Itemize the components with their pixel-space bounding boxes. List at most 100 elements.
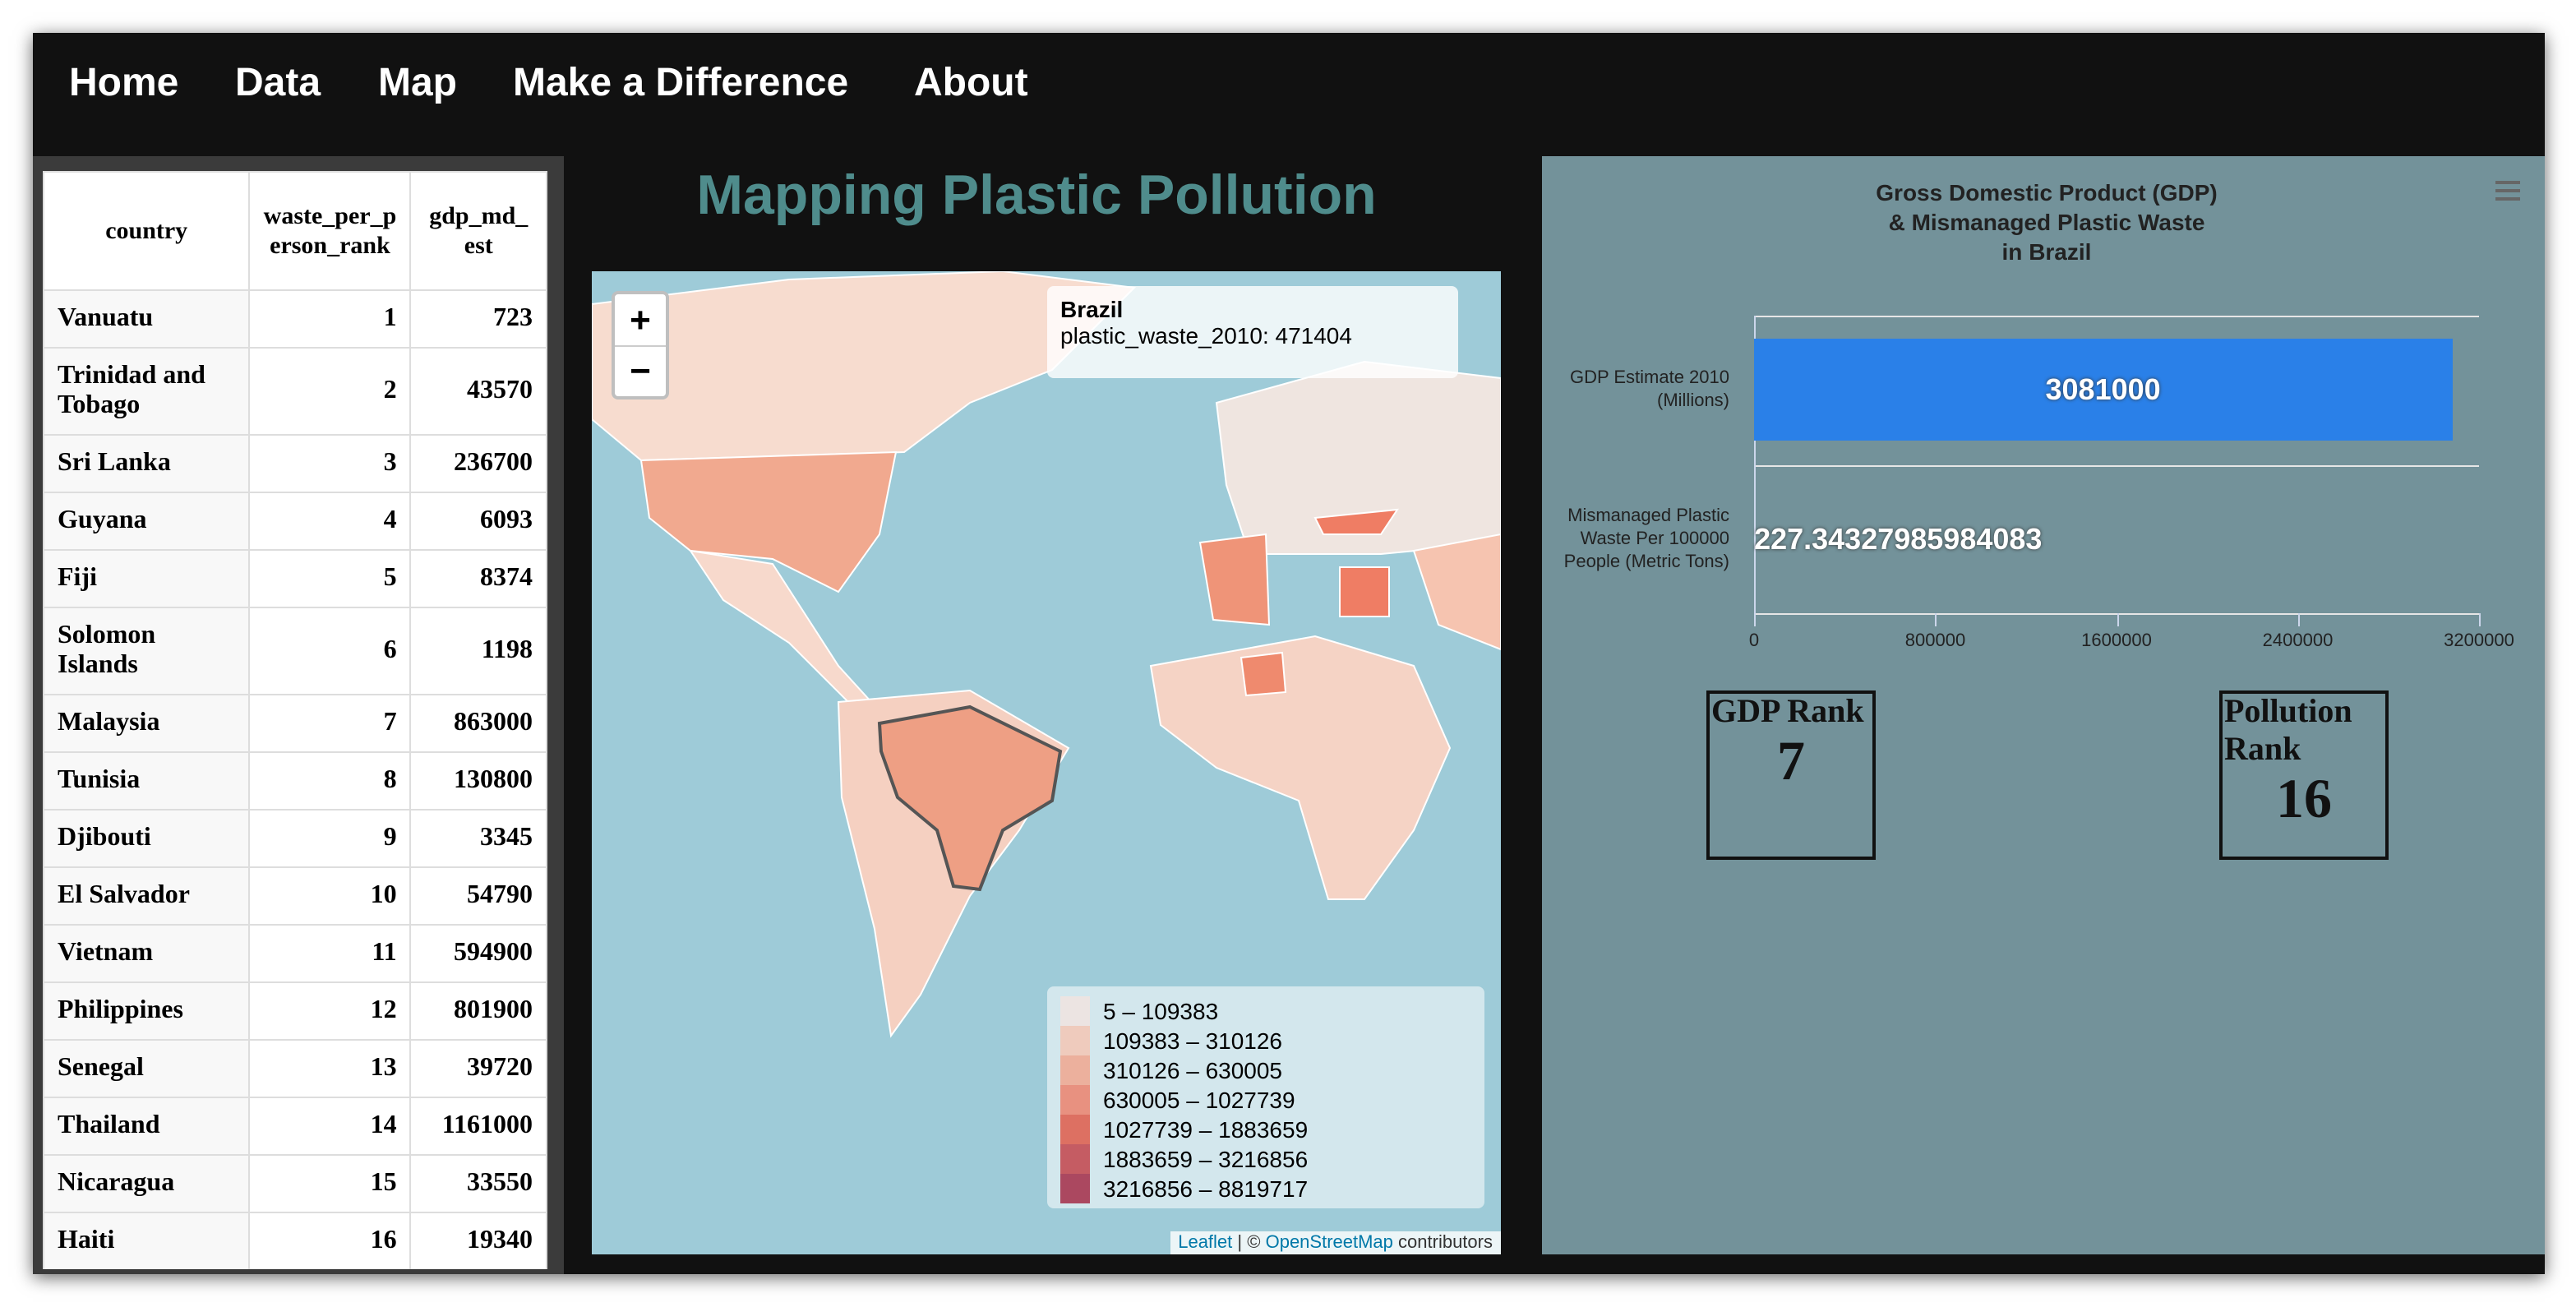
attribution: Leaflet | © OpenStreetMap contributors <box>1170 1231 1501 1254</box>
table-cell: Sri Lanka <box>43 434 251 493</box>
map[interactable]: + − Brazil plastic_waste_2010: 471404 5 … <box>592 271 1501 1254</box>
table-cell: Vietnam <box>43 924 251 983</box>
table-row: Trinidad and Tobago 2 43570 <box>43 347 547 436</box>
zoom-out-button[interactable]: − <box>630 350 651 391</box>
legend-item: 109383 – 310126 <box>1060 1026 1471 1055</box>
attribution-link[interactable]: Leaflet <box>1178 1233 1233 1253</box>
table-cell: 7 <box>248 694 412 753</box>
column-header[interactable]: country <box>43 171 251 291</box>
nav-link[interactable]: About <box>914 61 1028 105</box>
legend-item: 630005 – 1027739 <box>1060 1085 1471 1115</box>
zoom-in-button[interactable]: + <box>615 294 666 347</box>
data-label: 3081000 <box>2045 373 2161 407</box>
legend-label: 3216856 – 8819717 <box>1103 1175 1309 1202</box>
rank-label: Pollution Rank <box>2224 694 2352 768</box>
table-cell: Fiji <box>43 549 251 608</box>
chart-menu[interactable] <box>2495 181 2520 201</box>
table-cell: Trinidad and Tobago <box>43 347 251 436</box>
table-cell: Thailand <box>43 1097 251 1156</box>
data-label: 227.34327985984083 <box>1754 522 2043 556</box>
table-cell: Senegal <box>43 1039 251 1098</box>
legend-label: 1883659 – 3216856 <box>1103 1146 1309 1172</box>
nav-link[interactable]: Make a Difference <box>513 61 849 105</box>
legend-label: 630005 – 1027739 <box>1103 1087 1295 1113</box>
tick-mark <box>2297 613 2300 626</box>
highlighted-country[interactable] <box>877 704 1063 892</box>
table-cell: Philippines <box>43 981 251 1041</box>
chart-title-line: & Mismanaged Plastic Waste <box>1888 209 2205 235</box>
map-shapes <box>592 271 1501 1038</box>
nav-link[interactable]: Data <box>235 61 321 105</box>
table-row: Sri Lanka 3 236700 <box>43 434 547 493</box>
rank-box: Pollution Rank 16 <box>2219 690 2389 860</box>
y-tick-label: Mismanaged Plastic Waste Per 100000 Peop… <box>1563 506 1729 572</box>
table-cell: 1198 <box>409 607 547 695</box>
x-tick-label: 3200000 <box>2444 631 2514 651</box>
table-cell: 13 <box>248 1039 412 1098</box>
info-box: Brazil plastic_waste_2010: 471404 <box>1047 286 1458 378</box>
table-cell: 863000 <box>409 694 547 753</box>
x-tick-label: 0 <box>1748 631 1760 651</box>
table-cell: 15 <box>248 1154 412 1213</box>
zoom-control: + − <box>612 291 669 399</box>
legend-item: 5 – 109383 <box>1060 996 1471 1026</box>
column-header[interactable]: waste_per_person_rank <box>248 171 412 291</box>
attribution-link[interactable]: OpenStreetMap <box>1265 1233 1393 1253</box>
legend-label: 310126 – 630005 <box>1103 1057 1282 1083</box>
table-cell: 33550 <box>409 1154 547 1213</box>
table-cell: 19340 <box>409 1212 547 1269</box>
land <box>1313 508 1400 535</box>
legend-item: 1027739 – 1883659 <box>1060 1115 1471 1144</box>
info-text: plastic_waste_2010: 471404 <box>1060 322 1352 349</box>
table-cell: 39720 <box>409 1039 547 1098</box>
tick-mark <box>1754 613 1756 626</box>
table-cell: 14 <box>248 1097 412 1156</box>
legend-swatch <box>1060 1174 1090 1203</box>
table-cell: 3 <box>248 434 412 493</box>
nav-link[interactable]: Map <box>378 61 457 105</box>
table-cell: 43570 <box>409 347 547 436</box>
legend-item: 310126 – 630005 <box>1060 1055 1471 1085</box>
attribution-text: | © <box>1237 1233 1261 1253</box>
legend-label: 1027739 – 1883659 <box>1103 1116 1309 1143</box>
table-row: Haiti 16 19340 <box>43 1212 547 1269</box>
table-cell: 130800 <box>409 751 547 811</box>
x-tick-label: 1600000 <box>2081 631 2152 651</box>
table-cell: 12 <box>248 981 412 1041</box>
tick-mark <box>2117 613 2118 626</box>
legend-item: 3216856 – 8819717 <box>1060 1174 1471 1203</box>
table-cell: Nicaragua <box>43 1154 251 1213</box>
table-cell: Djibouti <box>43 809 251 868</box>
nav-link[interactable]: Home <box>69 61 179 105</box>
rank-value: 7 <box>1777 732 1805 792</box>
table-cell: 8374 <box>409 549 547 608</box>
table-row: Solomon Islands 6 1198 <box>43 607 547 695</box>
table-cell: Tunisia <box>43 751 251 811</box>
table-cell: 16 <box>248 1212 412 1269</box>
table-cell: 2 <box>248 347 412 436</box>
axis-line <box>1754 316 1756 613</box>
header-row: country waste_per_person_rank gdp_md_est <box>43 171 547 291</box>
table-panel: country waste_per_person_rank gdp_md_est Va… <box>43 171 547 1269</box>
land <box>1412 533 1501 651</box>
map-title: Mapping Plastic Pollution <box>696 164 1377 227</box>
column-header[interactable]: gdp_md_est <box>409 171 547 291</box>
table-row: Vietnam 11 594900 <box>43 924 547 983</box>
y-tick-label: GDP Estimate 2010 (Millions) <box>1569 368 1729 412</box>
table-cell: 4 <box>248 492 412 551</box>
table-cell: Vanuatu <box>43 289 251 349</box>
table-cell: Solomon Islands <box>43 607 251 695</box>
table-row: Senegal 13 39720 <box>43 1039 547 1098</box>
table-row: Thailand 14 1161000 <box>43 1097 547 1156</box>
table-cell: 5 <box>248 549 412 608</box>
table-row: Philippines 12 801900 <box>43 981 547 1041</box>
data-table: country waste_per_person_rank gdp_md_est Va… <box>43 171 547 1269</box>
table-cell: 11 <box>248 924 412 983</box>
chart-title-line: in Brazil <box>2001 238 2092 265</box>
legend-swatch <box>1060 1115 1090 1144</box>
table-row: Fiji 5 8374 <box>43 549 547 608</box>
legend-swatch <box>1060 1026 1090 1055</box>
legend-swatch <box>1060 1055 1090 1085</box>
